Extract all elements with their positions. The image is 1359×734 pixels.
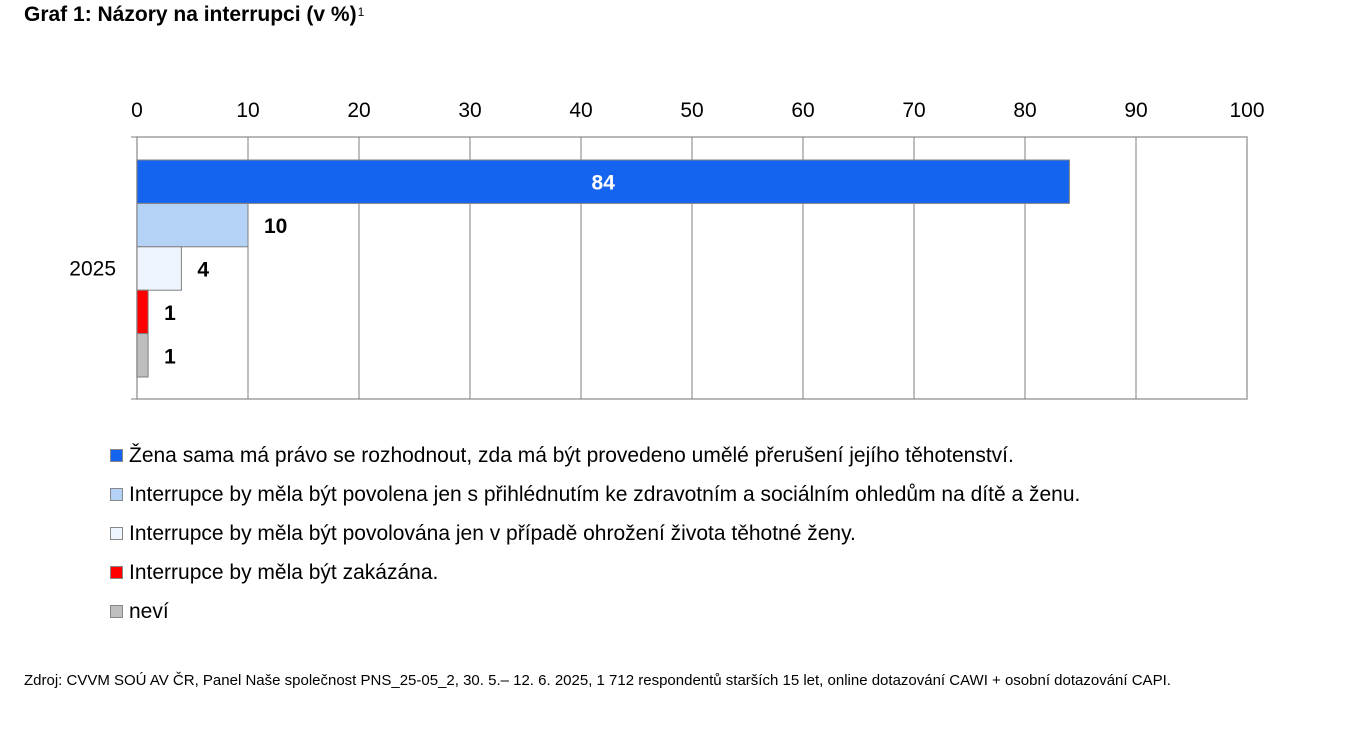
x-tick-label: 10 (236, 99, 259, 122)
legend-swatch (110, 449, 123, 462)
x-tick-label: 100 (1229, 99, 1264, 122)
legend-swatch (110, 488, 123, 501)
x-tick-label: 40 (569, 99, 592, 122)
legend-item: Žena sama má právo se rozhodnout, zda má… (110, 436, 1080, 475)
x-tick-label: 30 (458, 99, 481, 122)
x-tick-label: 0 (131, 99, 143, 122)
bar (136, 289, 149, 335)
data-label: 10 (264, 215, 287, 238)
data-label: 84 (592, 172, 616, 195)
legend-label: Interrupce by měla být povolována jen v … (129, 521, 856, 545)
x-tick-label: 20 (347, 99, 370, 122)
chart-title: Graf 1: Názory na interrupci (v %)1 (24, 3, 364, 27)
legend-label: Interrupce by měla být povolena jen s př… (129, 482, 1081, 506)
title-footnote-mark: 1 (357, 5, 365, 19)
data-label: 1 (164, 345, 176, 368)
bar (136, 202, 249, 248)
legend-label: Interrupce by měla být zakázána. (129, 560, 439, 584)
legend-item: Interrupce by měla být povolena jen s př… (110, 475, 1080, 514)
chart-legend: Žena sama má právo se rozhodnout, zda má… (110, 436, 1080, 631)
legend-label: neví (129, 599, 169, 623)
x-tick-label: 80 (1013, 99, 1036, 122)
bar (136, 333, 149, 378)
bar (136, 246, 182, 291)
legend-swatch (110, 566, 123, 579)
legend-label: Žena sama má právo se rozhodnout, zda má… (129, 443, 1014, 467)
source-note: Zdroj: CVVM SOÚ AV ČR, Panel Naše společ… (24, 672, 1171, 689)
data-label: 1 (164, 302, 176, 325)
legend-item: Interrupce by měla být povolována jen v … (110, 514, 1080, 553)
x-tick-label: 60 (791, 99, 814, 122)
legend-swatch (110, 527, 123, 540)
x-tick-label: 70 (902, 99, 925, 122)
legend-item: Interrupce by měla být zakázána. (110, 553, 1080, 592)
legend-item: neví (110, 592, 1080, 631)
x-tick-label: 90 (1124, 99, 1147, 122)
data-label: 4 (197, 259, 209, 282)
chart-title-text: Graf 1: Názory na interrupci (v %) (24, 3, 357, 26)
legend-swatch (110, 605, 123, 618)
x-tick-label: 50 (680, 99, 703, 122)
bar (136, 159, 1070, 204)
category-label: 2025 (69, 258, 116, 281)
